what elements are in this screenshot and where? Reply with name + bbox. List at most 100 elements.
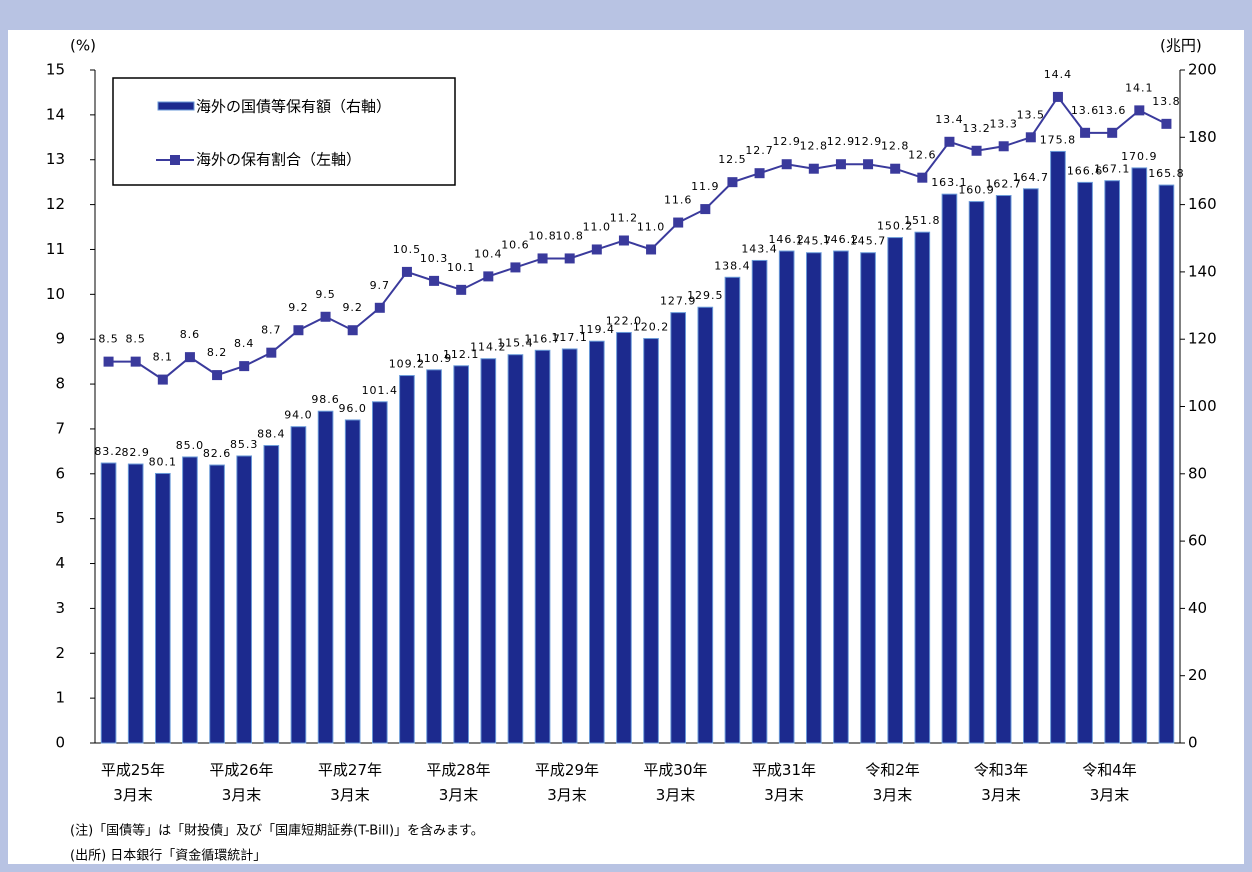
bar bbox=[643, 338, 659, 744]
bar-value-label: 164.7 bbox=[1013, 171, 1050, 184]
bar bbox=[100, 462, 117, 744]
x-tick-label: 平成26年 3月末 bbox=[209, 761, 273, 804]
bar-value-label: 88.4 bbox=[257, 428, 286, 441]
y2-tick-label: 120 bbox=[1188, 330, 1217, 348]
y2-tick-label: 20 bbox=[1188, 666, 1207, 684]
legend-box bbox=[112, 77, 456, 186]
bar bbox=[833, 250, 849, 744]
bar bbox=[453, 365, 470, 744]
line-marker bbox=[456, 284, 467, 295]
line-marker bbox=[917, 172, 928, 183]
bar bbox=[290, 426, 307, 744]
line-value-label: 13.6 bbox=[1098, 104, 1127, 117]
bar bbox=[561, 348, 578, 744]
bar bbox=[995, 195, 1012, 744]
bar bbox=[670, 312, 687, 744]
line-marker bbox=[1107, 127, 1118, 138]
line-value-label: 8.6 bbox=[180, 328, 201, 341]
bar-value-label: 80.1 bbox=[149, 455, 178, 468]
bar-value-label: 167.1 bbox=[1094, 163, 1131, 176]
bar-value-label: 119.4 bbox=[579, 323, 616, 336]
bar-value-label: 151.8 bbox=[904, 214, 941, 227]
bar bbox=[399, 375, 415, 744]
y-tick-label: 13 bbox=[46, 150, 65, 168]
note: (注)「国債等」は「財投債」及び「国庫短期証券(T-Bill)」を含みます。 bbox=[70, 823, 484, 839]
x-tick-label-line: 3月末 bbox=[330, 786, 370, 804]
bar bbox=[1158, 184, 1175, 744]
line-value-label: 11.0 bbox=[583, 220, 612, 233]
line-value-label: 9.5 bbox=[315, 288, 336, 301]
line-marker bbox=[754, 168, 765, 179]
line-marker bbox=[890, 163, 901, 174]
x-tick-label-line: 平成27年 bbox=[318, 761, 382, 779]
bar-value-label: 175.8 bbox=[1040, 133, 1077, 146]
line-value-label: 11.0 bbox=[637, 220, 666, 233]
x-tick-label-line: 3月末 bbox=[1090, 786, 1130, 804]
bar bbox=[1131, 167, 1148, 744]
x-tick-label: 令和4年 3月末 bbox=[1082, 761, 1137, 804]
bar bbox=[616, 331, 632, 744]
line-marker bbox=[564, 253, 575, 264]
bar bbox=[534, 349, 551, 744]
bar-value-label: 96.0 bbox=[338, 402, 367, 415]
bar bbox=[182, 456, 198, 744]
line-marker bbox=[863, 159, 874, 170]
x-tick-label: 令和3年 3月末 bbox=[974, 761, 1029, 804]
line-value-label: 13.5 bbox=[1017, 108, 1046, 121]
bar bbox=[778, 250, 795, 744]
x-tick-label: 平成27年 3月末 bbox=[318, 761, 382, 804]
bar-value-label: 112.1 bbox=[443, 348, 480, 361]
y2-tick-label: 100 bbox=[1188, 397, 1217, 415]
line-marker bbox=[537, 253, 548, 264]
bar-value-label: 145.7 bbox=[796, 235, 833, 248]
bar bbox=[263, 445, 280, 744]
line-value-label: 13.4 bbox=[935, 113, 964, 126]
bar bbox=[154, 472, 171, 744]
y2-tick-label: 200 bbox=[1188, 61, 1217, 79]
x-tick-label: 平成25年 3月末 bbox=[101, 761, 165, 804]
line-value-label: 8.1 bbox=[153, 351, 174, 364]
bar bbox=[127, 463, 144, 744]
bar-value-label: 83.2 bbox=[94, 445, 123, 458]
bar-value-label: 115.4 bbox=[497, 337, 534, 350]
x-tick-label-line: 令和2年 bbox=[865, 761, 920, 779]
line-marker bbox=[266, 347, 277, 358]
bar bbox=[1050, 150, 1066, 744]
bar-value-label: 129.5 bbox=[687, 289, 724, 302]
line-marker bbox=[1052, 91, 1063, 102]
line-marker bbox=[808, 163, 819, 174]
x-tick-label-line: 3月末 bbox=[873, 786, 913, 804]
line-value-label: 12.7 bbox=[745, 144, 774, 157]
y-tick-label: 0 bbox=[55, 734, 65, 752]
line-value-label: 13.3 bbox=[989, 117, 1018, 130]
y-tick-label: 5 bbox=[55, 509, 65, 527]
bar bbox=[317, 410, 334, 744]
bar bbox=[426, 369, 442, 744]
bar bbox=[968, 201, 985, 744]
y-tick-label: 6 bbox=[55, 464, 65, 482]
x-tick-label-line: 令和3年 bbox=[974, 761, 1029, 779]
line-value-label: 12.9 bbox=[772, 135, 801, 148]
line-value-label: 12.8 bbox=[800, 140, 829, 153]
y2-tick-label: 60 bbox=[1188, 532, 1207, 550]
legend-entry: 海外の保有割合（左軸） bbox=[196, 151, 361, 169]
line-marker bbox=[1161, 118, 1172, 129]
y2-tick-label: 0 bbox=[1188, 734, 1198, 752]
line bbox=[108, 95, 1167, 381]
bar-value-label: 163.1 bbox=[931, 176, 968, 189]
x-tick-label-line: 平成25年 bbox=[101, 761, 165, 779]
x-tick-label-line: 3月末 bbox=[981, 786, 1021, 804]
line-marker bbox=[374, 302, 385, 313]
line-value-label: 10.4 bbox=[474, 247, 503, 260]
line-marker bbox=[700, 204, 711, 215]
line-value-label: 10.6 bbox=[501, 238, 530, 251]
bar bbox=[588, 340, 605, 744]
bar-value-label: 165.8 bbox=[1148, 167, 1185, 180]
line-value-label: 12.5 bbox=[718, 153, 747, 166]
x-tick-label-line: 平成26年 bbox=[209, 761, 273, 779]
line-value-label: 8.7 bbox=[261, 324, 282, 337]
line-marker bbox=[510, 262, 521, 273]
y-tick-label: 1 bbox=[55, 689, 65, 707]
bar bbox=[480, 358, 497, 744]
line-value-label: 14.4 bbox=[1044, 68, 1073, 81]
